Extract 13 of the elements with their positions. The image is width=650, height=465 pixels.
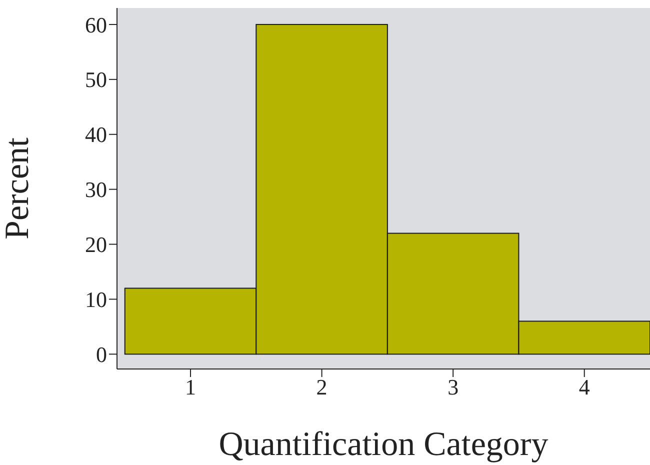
y-tick-label: 40: [85, 122, 107, 148]
x-tick-label: 4: [578, 374, 590, 400]
y-tick-label: 20: [85, 232, 107, 258]
y-tick-label: 50: [85, 67, 107, 92]
x-axis-title: Quantification Category: [218, 426, 548, 463]
x-tick-label: 3: [448, 374, 459, 400]
y-tick-label: 60: [85, 12, 107, 38]
y-tick-label: 30: [85, 177, 107, 202]
x-tick-label: 1: [185, 374, 196, 400]
y-tick-label: 10: [85, 287, 107, 312]
x-tick-label: 2: [316, 374, 328, 400]
y-tick-label: 0: [96, 342, 107, 367]
y-axis-title: Percent: [0, 136, 36, 240]
